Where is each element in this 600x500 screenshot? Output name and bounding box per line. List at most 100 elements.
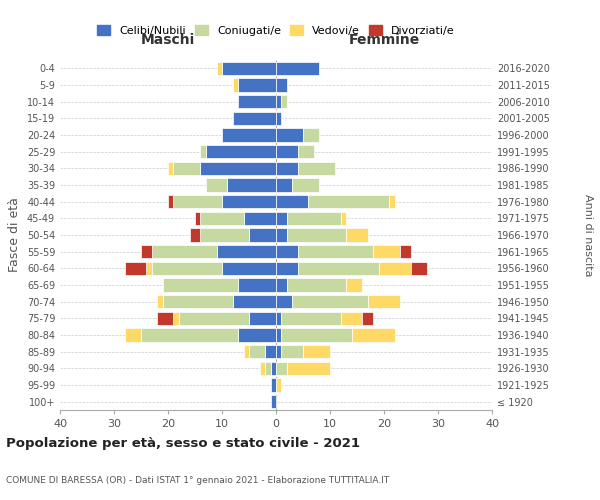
Bar <box>163 295 233 308</box>
Bar <box>173 312 179 325</box>
Bar <box>292 295 368 308</box>
Bar <box>298 162 335 175</box>
Bar <box>265 362 271 375</box>
Bar <box>217 245 276 258</box>
Text: Anni di nascita: Anni di nascita <box>583 194 593 276</box>
Bar <box>346 278 362 291</box>
Bar <box>276 178 292 192</box>
Bar <box>195 212 200 225</box>
Bar <box>222 195 276 208</box>
Bar <box>287 278 346 291</box>
Bar <box>222 62 276 75</box>
Bar <box>276 362 287 375</box>
Bar <box>276 128 303 141</box>
Bar <box>298 145 314 158</box>
Bar <box>233 78 238 92</box>
Bar <box>157 312 173 325</box>
Bar <box>276 345 281 358</box>
Bar <box>271 378 276 392</box>
Bar <box>281 312 341 325</box>
Bar <box>173 195 222 208</box>
Bar <box>276 245 298 258</box>
Bar <box>276 312 281 325</box>
Bar <box>238 95 276 108</box>
Bar <box>400 245 411 258</box>
Bar <box>206 145 276 158</box>
Bar <box>125 328 141 342</box>
Bar <box>238 278 276 291</box>
Bar <box>125 262 146 275</box>
Bar <box>244 345 249 358</box>
Bar <box>352 328 395 342</box>
Bar <box>341 312 362 325</box>
Bar <box>281 95 287 108</box>
Bar <box>249 228 276 241</box>
Bar <box>281 328 352 342</box>
Bar <box>281 345 303 358</box>
Bar <box>200 228 249 241</box>
Bar <box>200 162 276 175</box>
Bar <box>217 62 222 75</box>
Bar <box>168 162 173 175</box>
Bar <box>163 278 238 291</box>
Y-axis label: Fasce di età: Fasce di età <box>8 198 21 272</box>
Text: Popolazione per età, sesso e stato civile - 2021: Popolazione per età, sesso e stato civil… <box>6 437 360 450</box>
Bar <box>303 128 319 141</box>
Bar <box>271 395 276 408</box>
Bar <box>276 295 292 308</box>
Bar <box>233 295 276 308</box>
Bar <box>238 78 276 92</box>
Bar <box>173 162 200 175</box>
Bar <box>276 162 298 175</box>
Bar <box>200 212 244 225</box>
Bar <box>249 312 276 325</box>
Bar <box>362 312 373 325</box>
Bar <box>287 212 341 225</box>
Bar <box>303 345 330 358</box>
Bar <box>222 262 276 275</box>
Bar <box>287 228 346 241</box>
Bar <box>292 178 319 192</box>
Bar <box>227 178 276 192</box>
Bar <box>141 328 238 342</box>
Bar <box>276 212 287 225</box>
Bar <box>179 312 249 325</box>
Bar <box>276 262 298 275</box>
Bar <box>276 78 287 92</box>
Text: Femmine: Femmine <box>349 32 419 46</box>
Bar <box>206 178 227 192</box>
Bar <box>276 145 298 158</box>
Bar <box>276 195 308 208</box>
Bar <box>276 112 281 125</box>
Bar <box>168 195 173 208</box>
Legend: Celibi/Nubili, Coniugati/e, Vedovi/e, Divorziati/e: Celibi/Nubili, Coniugati/e, Vedovi/e, Di… <box>93 20 459 40</box>
Bar <box>298 245 373 258</box>
Bar <box>341 212 346 225</box>
Bar <box>308 195 389 208</box>
Bar <box>276 62 319 75</box>
Bar <box>152 262 222 275</box>
Bar <box>379 262 411 275</box>
Bar <box>222 128 276 141</box>
Bar <box>346 228 368 241</box>
Bar <box>265 345 276 358</box>
Bar <box>152 245 217 258</box>
Bar <box>276 378 281 392</box>
Bar <box>411 262 427 275</box>
Bar <box>271 362 276 375</box>
Bar <box>287 362 330 375</box>
Bar <box>233 112 276 125</box>
Bar <box>276 328 281 342</box>
Bar <box>368 295 400 308</box>
Bar <box>200 145 206 158</box>
Bar <box>249 345 265 358</box>
Bar <box>141 245 152 258</box>
Bar <box>190 228 200 241</box>
Text: COMUNE DI BARESSA (OR) - Dati ISTAT 1° gennaio 2021 - Elaborazione TUTTITALIA.IT: COMUNE DI BARESSA (OR) - Dati ISTAT 1° g… <box>6 476 389 485</box>
Bar <box>298 262 379 275</box>
Bar <box>373 245 400 258</box>
Bar <box>157 295 163 308</box>
Bar <box>260 362 265 375</box>
Text: Maschi: Maschi <box>141 32 195 46</box>
Bar <box>276 228 287 241</box>
